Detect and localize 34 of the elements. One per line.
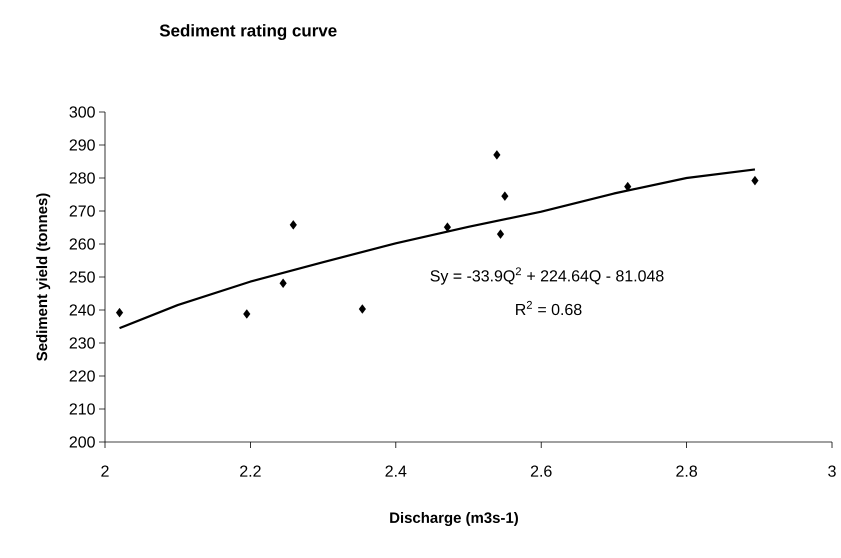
y-tick-label: 220 [70, 370, 95, 382]
point [751, 176, 759, 186]
y-tick-label: 260 [70, 238, 95, 250]
x-axis-title: Discharge (m3s-1) [390, 512, 518, 526]
point [496, 229, 504, 239]
y-tick-label: 270 [70, 205, 95, 217]
x-tick-label: 3 [828, 466, 836, 477]
point [624, 182, 632, 192]
point [290, 220, 297, 230]
y-tick-label: 300 [69, 106, 95, 118]
y-tick-label: 230 [70, 337, 95, 349]
x-tick-label: 2.6 [530, 466, 552, 477]
x-tick-label: 2.4 [386, 466, 406, 477]
x-tick-label: 2.8 [676, 466, 697, 477]
y-axis-title: Sediment yield (tonnes) [36, 193, 50, 361]
point [280, 278, 287, 288]
y-tick-label: 280 [70, 172, 95, 184]
y-tick-label: 200 [70, 436, 95, 448]
x-tick-label: 2 [101, 466, 109, 477]
line-series [118, 168, 756, 330]
point [116, 308, 124, 318]
point [243, 309, 250, 319]
point [493, 150, 500, 160]
point [501, 191, 508, 201]
annotation: R$^{2}$ = 0.68 [516, 300, 582, 316]
y-tick-label: 210 [70, 403, 95, 415]
chart-title: Sediment rating curve [160, 24, 337, 40]
y-tick-label: 240 [70, 304, 95, 316]
annotation: Sy = -33.9Q$^{2}$ + 224.64Q - 81.048 [430, 267, 664, 285]
y-tick-label: 250 [70, 271, 95, 283]
y-tick-label: 290 [70, 139, 95, 151]
x-tick-label: 2.2 [240, 466, 261, 477]
point [358, 304, 366, 314]
point [444, 222, 451, 232]
